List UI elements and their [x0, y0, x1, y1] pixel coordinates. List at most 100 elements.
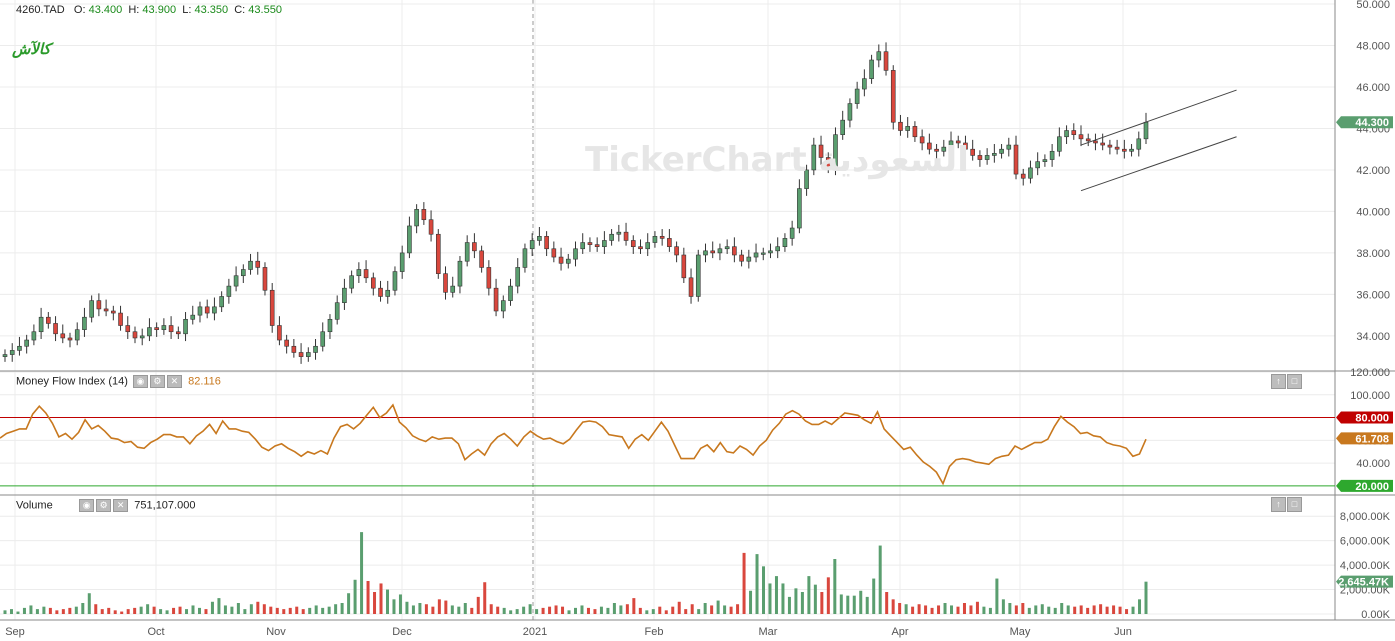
grid-lines — [0, 0, 1335, 620]
candle-body — [630, 240, 636, 247]
volume-bar — [619, 605, 623, 614]
eye-icon[interactable]: ◉ — [132, 375, 148, 388]
volume-bar — [1073, 606, 1077, 614]
candle-body — [508, 285, 513, 301]
candle-body — [414, 209, 419, 227]
channel-lower-line[interactable] — [1080, 136, 1237, 192]
last-price-badge-bg — [1336, 116, 1393, 129]
trend-channel[interactable] — [1080, 89, 1237, 192]
volume-bar — [937, 605, 941, 614]
volume-bar — [178, 606, 182, 614]
volume-bar — [165, 610, 169, 614]
volume-bar — [139, 606, 143, 614]
volume-label: Volume — [16, 499, 53, 512]
volume-bar — [1060, 603, 1064, 614]
mfi-maximize-icon[interactable]: □ — [1287, 374, 1302, 389]
volume-bar — [321, 607, 325, 614]
candle-body — [688, 277, 694, 297]
candle-body — [890, 70, 896, 123]
mfi-line — [0, 403, 1147, 486]
x-tick-label: Dec — [392, 626, 412, 638]
volume-bar — [327, 606, 331, 614]
candle-body — [811, 144, 817, 171]
volume-move-up-icon[interactable]: ↑ — [1271, 497, 1286, 512]
gear-icon[interactable]: ⚙ — [96, 499, 112, 512]
volume-bar — [210, 601, 214, 614]
volume-bar — [820, 592, 824, 614]
close-icon[interactable]: ✕ — [166, 375, 182, 388]
x-tick-label: Oct — [147, 626, 164, 638]
candle-body — [1035, 161, 1040, 169]
candle-body — [46, 316, 51, 324]
volume-bar — [463, 603, 467, 614]
candle-body — [2, 354, 8, 357]
volume-bar — [586, 607, 590, 614]
volume-bar — [256, 601, 260, 614]
volume-tick-label: 4,000.00K — [1340, 560, 1391, 572]
mfi-lower-badge-bg — [1336, 479, 1393, 492]
volume-bar — [340, 603, 344, 614]
candle-body — [768, 250, 773, 254]
price-candles[interactable] — [2, 42, 1149, 364]
mfi-series — [0, 403, 1335, 487]
candle-body — [327, 318, 333, 333]
candle-body — [797, 188, 802, 229]
candle-body — [118, 312, 123, 326]
volume-bar — [159, 609, 163, 614]
candle-body — [652, 236, 658, 243]
candle-body — [161, 325, 167, 330]
volume-maximize-icon[interactable]: □ — [1287, 497, 1302, 512]
high-label: H: — [128, 4, 140, 16]
volume-bar — [392, 599, 396, 614]
candle-body — [183, 318, 188, 335]
volume-bar — [1092, 605, 1096, 614]
volume-bar — [548, 606, 552, 614]
volume-bar — [152, 606, 156, 614]
mfi-tick-label: 100.000 — [1350, 390, 1390, 402]
candle-body — [1013, 144, 1019, 175]
volume-bar — [502, 607, 506, 614]
candle-body — [1122, 148, 1127, 152]
volume-bar — [982, 606, 986, 614]
candle-body — [147, 327, 152, 337]
candle-body — [82, 316, 87, 330]
price-tick-label: 38.000 — [1356, 248, 1390, 260]
candle-body — [298, 352, 304, 357]
volume-bar — [800, 592, 804, 614]
x-tick-label: Feb — [645, 626, 664, 638]
price-tick-label: 48.000 — [1356, 40, 1390, 52]
close-icon[interactable]: ✕ — [113, 499, 129, 512]
candle-body — [854, 88, 860, 104]
volume-bar — [1144, 581, 1148, 614]
volume-bar — [1053, 607, 1057, 614]
volume-bar — [489, 604, 493, 614]
candle-body — [176, 331, 181, 335]
candle-body — [197, 306, 203, 316]
gear-icon[interactable]: ⚙ — [149, 375, 165, 388]
eye-icon[interactable]: ◉ — [79, 499, 95, 512]
candle-body — [428, 219, 434, 235]
candle-body — [623, 231, 629, 241]
candle-body — [1020, 173, 1026, 179]
low-value: 43.350 — [194, 4, 229, 16]
candle-body — [898, 121, 903, 131]
mfi-move-up-icon[interactable]: ↑ — [1271, 374, 1286, 389]
candle-body — [17, 345, 22, 351]
candle-body — [457, 260, 463, 287]
volume-bar — [535, 609, 539, 614]
candle-body — [753, 252, 759, 258]
candle-body — [306, 352, 311, 357]
channel-upper-line[interactable] — [1080, 89, 1237, 146]
price-tick-label: 34.000 — [1356, 331, 1390, 343]
volume-bar — [282, 609, 286, 614]
candle-body — [1028, 167, 1033, 179]
volume-bar — [411, 605, 415, 614]
candle-body — [38, 316, 44, 333]
volume-bar — [1001, 599, 1005, 614]
mfi-current-badge: 61.708 — [1355, 433, 1389, 445]
volume-bar — [684, 609, 688, 614]
volume-bar — [651, 609, 655, 614]
volume-bar — [373, 592, 377, 614]
candle-body — [934, 148, 939, 152]
candle-body — [1064, 130, 1069, 138]
